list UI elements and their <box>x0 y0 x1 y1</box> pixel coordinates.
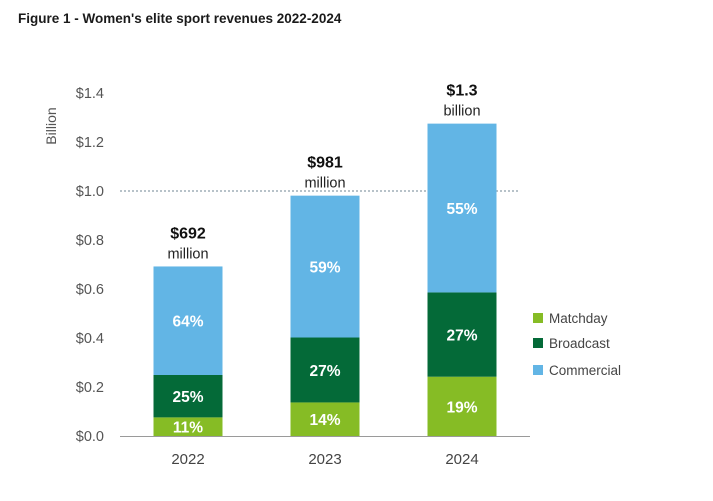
total-value-label: $981 <box>307 155 343 172</box>
x-tick-label: 2022 <box>171 451 204 468</box>
bar-segment-broadcast <box>290 337 360 403</box>
bar-segment-broadcast <box>153 374 223 418</box>
total-unit-label: billion <box>443 104 480 120</box>
segment-percent-label: 59% <box>309 260 340 277</box>
legend-label-broadcast: Broadcast <box>549 336 610 351</box>
y-tick-label: $0.4 <box>76 331 104 347</box>
legend-swatch-commercial <box>533 365 543 375</box>
legend-label-matchday: Matchday <box>549 311 608 326</box>
segment-percent-label: 55% <box>446 201 477 218</box>
segment-percent-label: 27% <box>309 363 340 380</box>
total-unit-label: million <box>304 176 345 192</box>
bar-segment-broadcast <box>427 292 497 377</box>
figure-title: Figure 1 - Women's elite sport revenues … <box>18 11 342 26</box>
segment-percent-label: 19% <box>446 399 477 416</box>
x-tick-label: 2024 <box>445 451 478 468</box>
segment-percent-label: 27% <box>446 328 477 345</box>
y-tick-label: $1.4 <box>76 86 104 102</box>
y-tick-label: $1.2 <box>76 135 104 151</box>
bar-segment-commercial <box>427 123 497 293</box>
bar-segment-commercial <box>290 195 360 338</box>
legend-label-commercial: Commercial <box>549 363 621 378</box>
y-tick-label: $0.2 <box>76 380 104 396</box>
x-tick-label: 2023 <box>308 451 341 468</box>
y-tick-label: $0.8 <box>76 233 104 249</box>
y-tick-label: $1.0 <box>76 184 104 200</box>
bar-segment-commercial <box>153 266 223 375</box>
bar-segment-matchday <box>153 417 223 436</box>
total-value-label: $692 <box>170 225 206 242</box>
bar-segment-matchday <box>290 402 360 436</box>
y-axis-label: Billion <box>43 107 59 144</box>
segment-percent-label: 25% <box>172 389 203 406</box>
total-unit-label: million <box>167 246 208 262</box>
segment-percent-label: 64% <box>172 314 203 331</box>
bar-segment-matchday <box>427 376 497 436</box>
total-value-label: $1.3 <box>446 83 477 100</box>
legend-swatch-broadcast <box>533 338 543 348</box>
segment-percent-label: 11% <box>173 420 203 437</box>
legend-swatch-matchday <box>533 313 543 323</box>
y-tick-label: $0.0 <box>76 429 104 445</box>
segment-percent-label: 14% <box>309 412 340 429</box>
y-tick-label: $0.6 <box>76 282 104 298</box>
